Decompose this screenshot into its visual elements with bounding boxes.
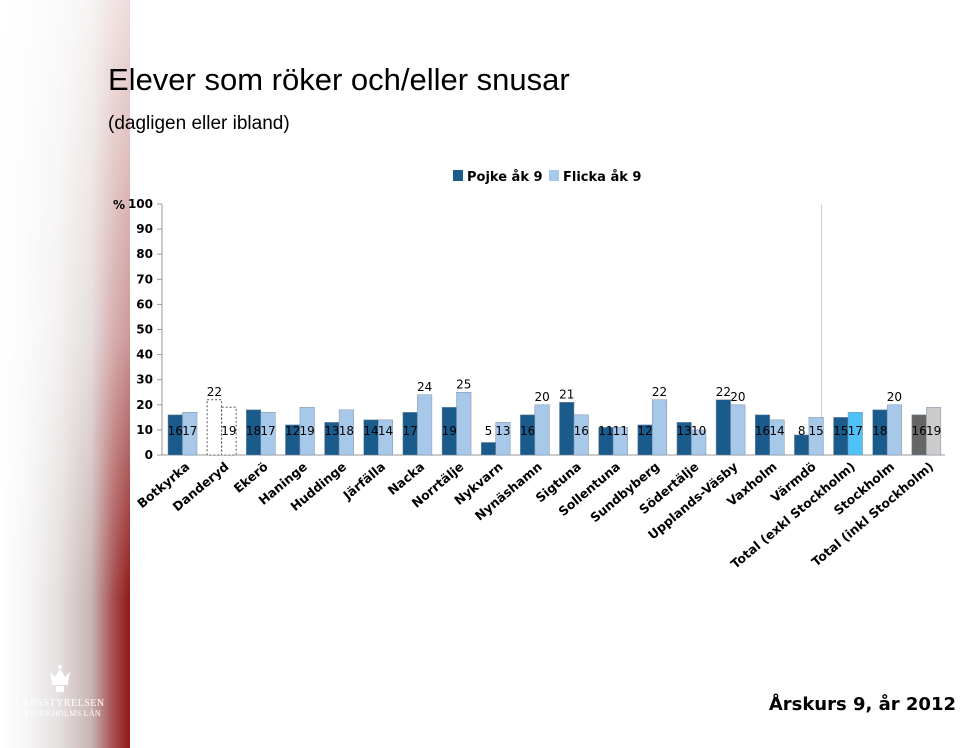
- data-label-boy: 22: [207, 385, 222, 399]
- bar-girl: [495, 422, 511, 456]
- data-label-girl: 24: [417, 380, 432, 394]
- data-label-girl: 18: [339, 424, 354, 438]
- data-label-girl: 10: [691, 424, 706, 438]
- y-tick-label: 20: [136, 398, 153, 412]
- legend-label-girl: Flicka åk 9: [563, 170, 641, 185]
- data-label-girl: 14: [769, 424, 784, 438]
- data-label-boy: 17: [403, 424, 418, 438]
- data-label-boy: 18: [246, 424, 261, 438]
- bar-girl: [808, 417, 824, 456]
- data-label-girl: 11: [613, 424, 628, 438]
- data-label-boy: 16: [520, 424, 535, 438]
- bar-girl: [769, 419, 785, 456]
- data-label-boy: 21: [559, 387, 574, 401]
- side-band-fade: [0, 0, 130, 748]
- bar-girl: [456, 392, 472, 456]
- legend-swatch-boy: [453, 170, 463, 181]
- y-tick-label: 80: [136, 247, 153, 261]
- bar-girl: [612, 427, 628, 456]
- data-label-boy: 13: [677, 424, 692, 438]
- y-tick-label: 90: [136, 222, 153, 236]
- y-tick-label: 40: [136, 348, 153, 362]
- data-label-boy: 16: [755, 424, 770, 438]
- data-label-girl: 19: [926, 424, 941, 438]
- data-label-girl: 14: [378, 424, 393, 438]
- bars-group: [167, 392, 942, 456]
- data-label-boy: 12: [285, 424, 300, 438]
- page-title: Elever som röker och/eller snusar: [108, 62, 570, 97]
- y-tick-label: 0: [145, 448, 153, 462]
- chart-legend: Pojke åk 9 Flicka åk 9: [453, 170, 641, 185]
- logo-line1: LÄNSSTYRELSEN: [15, 698, 105, 709]
- data-label-boy: 22: [716, 385, 731, 399]
- legend-label-boy: Pojke åk 9: [467, 170, 543, 185]
- logo-line2: I STOCKHOLMS LÄN: [19, 709, 101, 718]
- y-tick-label: 30: [136, 373, 153, 387]
- crown-icon: [50, 665, 70, 692]
- bar-girl: [926, 407, 942, 456]
- data-label-girl: 19: [300, 424, 315, 438]
- legend-swatch-girl: [549, 170, 559, 181]
- category-label: Järfälla: [339, 459, 388, 503]
- bar-girl: [260, 412, 276, 456]
- data-label-girl: 17: [182, 424, 197, 438]
- bar-girl: [378, 419, 393, 456]
- data-label-girl: 19: [221, 424, 236, 438]
- data-label-boy: 13: [324, 424, 339, 438]
- bar-boy: [559, 402, 575, 456]
- bar-boy: [794, 434, 810, 456]
- y-axis: 0 10 20 30 40 50 60 70 80 90 100: [128, 197, 945, 462]
- page-subtitle: (dagligen eller ibland): [108, 113, 290, 134]
- bar-girl: [417, 394, 433, 456]
- data-label-boy: 8: [798, 424, 806, 438]
- bar-girl: [573, 414, 589, 456]
- data-label-girl: 25: [456, 377, 471, 391]
- category-label: Nynäshamn: [472, 459, 545, 524]
- y-axis-unit: %: [113, 198, 125, 212]
- bar-girl: [182, 412, 198, 456]
- y-tick-label: 10: [136, 423, 153, 437]
- data-label-boy: 16: [168, 424, 183, 438]
- y-tick-label: 70: [136, 272, 153, 286]
- bar-boy: [480, 442, 496, 456]
- bar-girl: [886, 404, 902, 456]
- y-tick-label: 60: [136, 297, 153, 311]
- data-label-boy: 14: [363, 424, 378, 438]
- data-label-boy: 12: [637, 424, 652, 438]
- data-label-girl: 22: [652, 385, 667, 399]
- lansstyrelsen-logo: LÄNSSTYRELSEN I STOCKHOLMS LÄN: [10, 664, 110, 718]
- data-label-girl: 16: [574, 424, 589, 438]
- y-tick-label: 50: [136, 323, 153, 337]
- data-label-boy: 11: [598, 424, 613, 438]
- data-label-boy: 19: [442, 424, 457, 438]
- data-label-boy: 15: [833, 424, 848, 438]
- data-label-boy: 16: [911, 424, 926, 438]
- data-label-girl: 17: [848, 424, 863, 438]
- data-label-boy: 5: [485, 424, 493, 438]
- bar-girl: [221, 406, 237, 456]
- data-label-girl: 20: [887, 390, 902, 404]
- y-tick-label: 100: [128, 197, 153, 211]
- bar-girl: [652, 399, 668, 456]
- data-label-girl: 20: [534, 390, 549, 404]
- bar-boy: [715, 399, 731, 456]
- bar-girl: [534, 404, 550, 456]
- bar-girl: [338, 409, 354, 456]
- bar-boy: [206, 399, 223, 456]
- data-label-girl: 17: [260, 424, 275, 438]
- data-label-boy: 18: [872, 424, 887, 438]
- bar-girl: [847, 412, 863, 456]
- bar-girl: [299, 407, 315, 456]
- bar-girl: [730, 404, 746, 456]
- footer-caption: Årskurs 9, år 2012: [768, 694, 956, 715]
- data-label-girl: 13: [495, 424, 510, 438]
- bar-girl: [691, 429, 707, 456]
- data-label-girl: 15: [809, 424, 824, 438]
- data-label-girl: 20: [730, 390, 745, 404]
